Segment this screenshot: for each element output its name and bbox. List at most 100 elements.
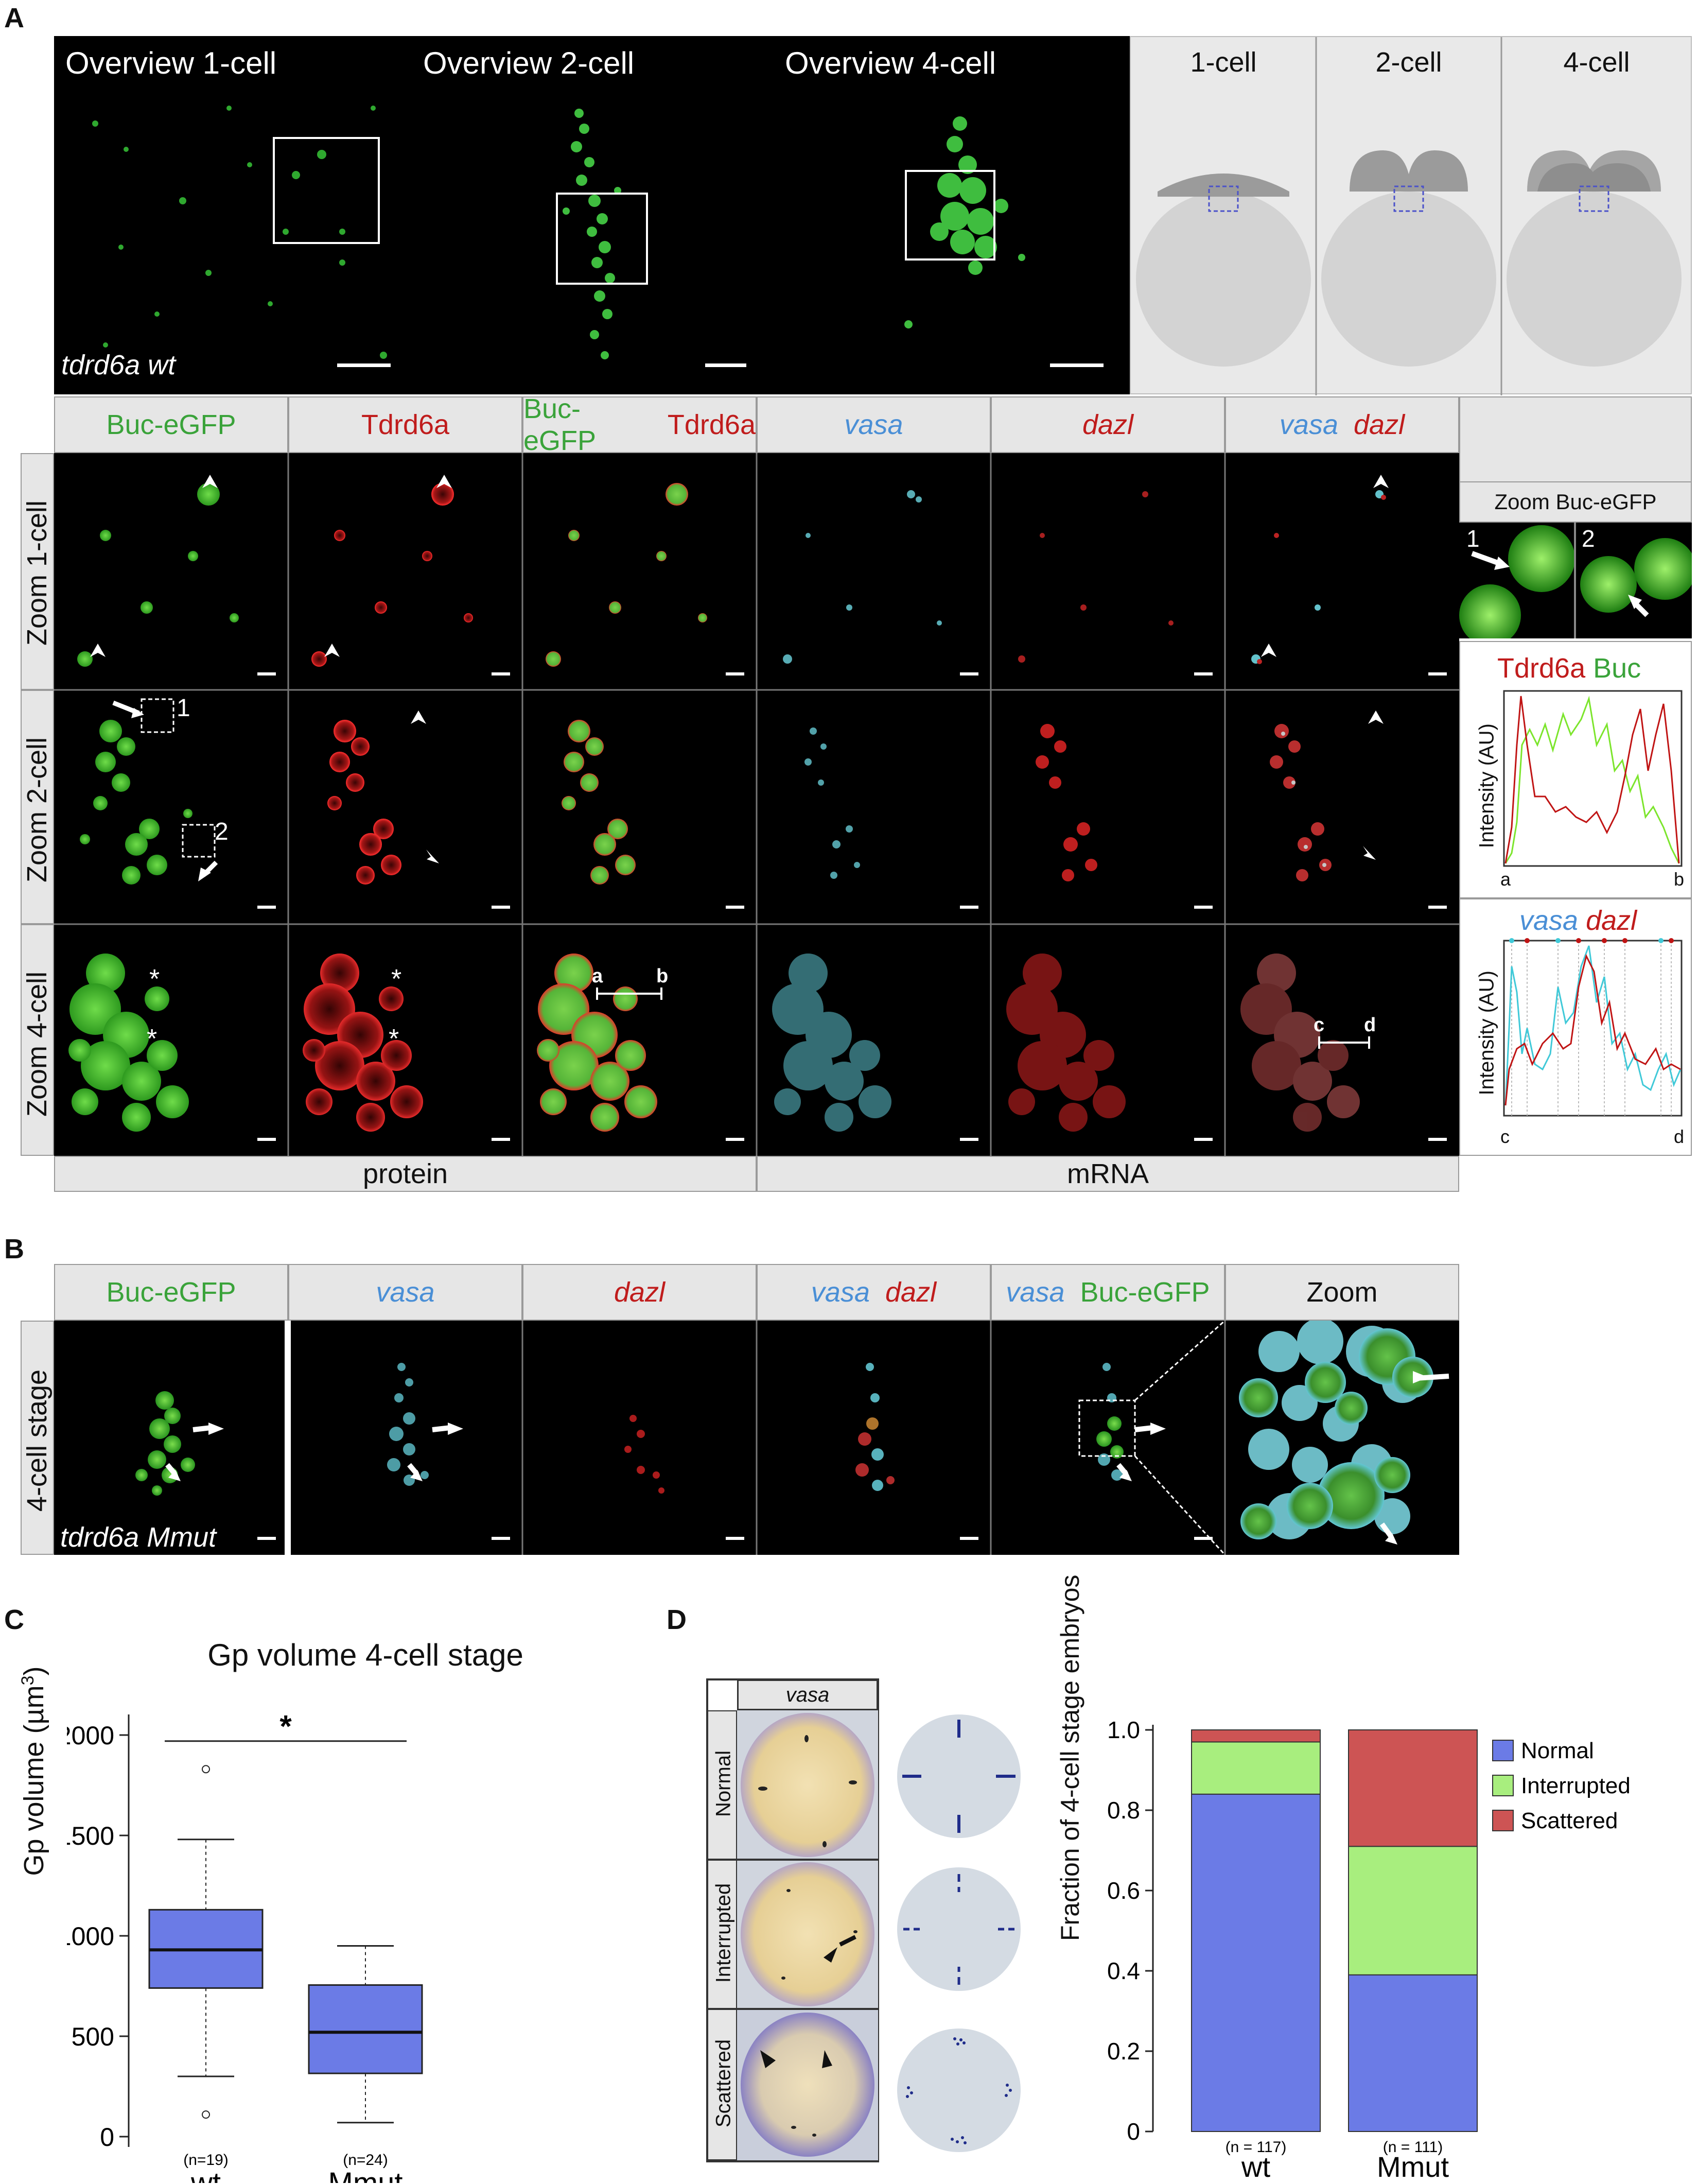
zoom-grid-drawing	[54, 453, 1459, 1156]
b-header-merge-dazl-text: dazl	[885, 1277, 937, 1308]
profile2-x-start: c	[1500, 1126, 1510, 1147]
asterisk-3: *	[391, 964, 402, 994]
panel-c-letter: C	[4, 1604, 24, 1635]
chart-c-ylabel-sup: 3	[18, 1675, 38, 1686]
outlier-point	[202, 2110, 210, 2119]
category-label: Mmut	[1377, 2151, 1449, 2178]
bar-segment-interrupted	[1348, 1846, 1478, 1975]
chart-d-stacked-bar: 0 0.2 0.4 0.6 0.8 1.0 (n = 117)wt (n = 111)Mmut…	[1107, 1717, 1631, 2178]
zoom-buc-title-text: Zoom Buc-eGFP	[1494, 490, 1657, 514]
wish-header-text: vasa	[785, 1683, 830, 1706]
footer-mrna: mRNA	[757, 1156, 1459, 1192]
schematic-label-1cell: 1-cell	[1190, 47, 1257, 78]
b-header-buc-text: Buc-eGFP	[106, 1277, 236, 1308]
b-header-vasa-text: vasa	[376, 1277, 435, 1308]
wish-row-scattered: Scattered	[712, 2039, 735, 2128]
legend-label-normal: Normal	[1521, 1738, 1594, 1763]
bar-segment-scattered	[1348, 1729, 1478, 1847]
col-header-vasa: vasa	[757, 396, 991, 453]
col-header-merge-vasa-text: vasa	[1279, 409, 1338, 440]
b-header-dazl-text: dazl	[614, 1277, 666, 1308]
y-tick-label: 0.2	[1107, 2038, 1140, 2065]
panel-a-letter: A	[4, 3, 24, 33]
wish-header: vasa	[737, 1679, 878, 1710]
line-label-a: a	[592, 965, 603, 987]
asterisk-2: *	[147, 1024, 157, 1054]
y-tick-label: 0	[100, 2123, 114, 2152]
b-header-dazl: dazl	[522, 1264, 757, 1321]
y-tick-label: 1.0	[1107, 1717, 1140, 1743]
n-label: (n=24)	[343, 2152, 388, 2169]
zoom-number-1: 1	[1466, 525, 1480, 552]
profile1-x-start: a	[1500, 869, 1511, 890]
n-label: (n=19)	[183, 2152, 229, 2169]
panel-b-letter: B	[4, 1234, 24, 1264]
schematic-drawing	[1136, 37, 1682, 395]
wish-row-interrupted: Interrupted	[712, 1883, 735, 1983]
n-label: (n = 117)	[1226, 2139, 1287, 2156]
legend-label-scattered: Scattered	[1521, 1808, 1618, 1833]
col-header-vasa-text: vasa	[844, 409, 903, 440]
col-header-buc-text: Buc-eGFP	[106, 409, 236, 440]
scale-bar	[1050, 363, 1104, 367]
col-header-merge-buc-text: Buc-eGFP	[523, 393, 597, 456]
embryo-schematic: 1-cell 2-cell 4-cell	[1130, 36, 1692, 395]
b-header-zoom: Zoom	[1225, 1264, 1459, 1321]
category-label: Mmut	[328, 2166, 403, 2183]
row-label-4cell: Zoom 4-cell	[22, 971, 52, 1117]
col-header-dazl: dazl	[991, 396, 1225, 453]
zoom-box-label-2: 2	[215, 818, 229, 845]
zoom-buc-images: 1 2	[1459, 523, 1696, 646]
chart-c-boxplot: 0 500 1000 1500 2000 (n=19)wt (n=24)Mmut *	[67, 1709, 423, 2183]
footer-protein: protein	[54, 1156, 757, 1192]
asterisk-1: *	[149, 964, 160, 994]
profile-plot-tdrd6a-buc: Tdrd6a Buc Intensity (AU) a b	[1459, 641, 1692, 898]
outlier-point	[202, 1765, 210, 1774]
zoom-number-2: 2	[1582, 525, 1595, 552]
legend-swatch-interrupted	[1492, 1775, 1514, 1796]
overview-1cell-image: Overview 1-cell tdrd6a wt	[54, 36, 412, 394]
overview-4cell-title: Overview 4-cell	[785, 46, 996, 80]
legend-label-interrupted: Interrupted	[1521, 1773, 1631, 1798]
col-header-merge-mrna: vasa dazl	[1225, 396, 1459, 453]
y-tick-label: 0.4	[1107, 1957, 1140, 1984]
b-header-merge2-buc-text: Buc-eGFP	[1080, 1277, 1210, 1308]
line-label-b: b	[656, 965, 669, 987]
col-header-tdrd6a: Tdrd6a	[288, 396, 522, 453]
profile1-lines	[1503, 690, 1683, 867]
y-tick-label: 1500	[67, 1822, 114, 1850]
overview-2cell-dots	[556, 109, 648, 359]
category-label: wt	[1241, 2151, 1270, 2178]
b-header-merge2: vasa Buc-eGFP	[991, 1264, 1225, 1321]
profile2-legend-vasa: vasa	[1519, 905, 1579, 936]
b-row-label: 4-cell stage	[22, 1369, 52, 1512]
overview-2cell-image: Overview 2-cell	[412, 36, 769, 394]
b-image-drawing	[135, 1318, 1449, 1556]
zoom-image-grid: 1 2 * * * * a b c d	[54, 453, 1459, 1156]
y-tick-label: 0.6	[1107, 1877, 1140, 1904]
chart-c-ylabel: Gp volume (µm3)	[18, 1637, 54, 1905]
line-label-d: d	[1364, 1014, 1376, 1036]
n-label: (n = 111)	[1383, 2139, 1443, 2156]
overview-2cell-title: Overview 2-cell	[423, 46, 635, 80]
wish-row-normal: Normal	[712, 1750, 735, 1817]
bar-segment-normal	[1191, 1793, 1321, 2133]
y-tick-label: 1000	[67, 1922, 114, 1951]
chart-c-ylabel-end: )	[19, 1666, 49, 1676]
y-tick-label: 0.8	[1107, 1797, 1140, 1824]
profile1-x-end: b	[1674, 869, 1685, 890]
col-header-buc: Buc-eGFP	[54, 396, 288, 453]
y-tick-label: 500	[72, 2022, 114, 2051]
line-label-c: c	[1314, 1014, 1325, 1036]
genotype-wt-label: tdrd6a wt	[61, 350, 176, 380]
schematic-label-2cell: 2-cell	[1375, 47, 1442, 78]
col-header-tdrd6a-text: Tdrd6a	[361, 409, 450, 440]
profile-plot-vasa-dazl: vasa dazl Intensity (AU) c d	[1459, 898, 1692, 1156]
profile1-legend: Tdrd6a Buc	[1497, 652, 1641, 684]
bar-segment-normal	[1348, 1974, 1478, 2132]
bar-segment-scattered	[1191, 1729, 1321, 1743]
profile2-legend: vasa dazl	[1519, 905, 1637, 937]
footer-mrna-text: mRNA	[1067, 1158, 1149, 1189]
b-header-merge: vasa dazl	[757, 1264, 991, 1321]
profile1-legend-buc: Buc	[1593, 653, 1641, 684]
